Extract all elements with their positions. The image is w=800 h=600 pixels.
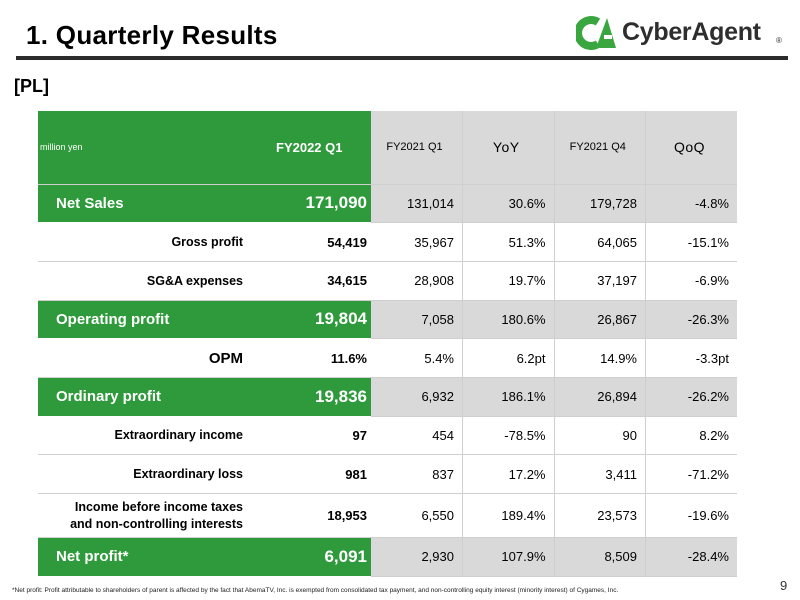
row-ordinary-profit: Ordinary profit 19,836 6,932 186.1% 26,8… xyxy=(38,377,737,417)
row-label: OPM xyxy=(38,338,247,378)
cell-current: 18,953 xyxy=(247,493,371,538)
row-net-profit: Net profit* 6,091 2,930 107.9% 8,509 -28… xyxy=(38,537,737,577)
cell-value: 28,908 xyxy=(371,261,463,301)
cell-value: 64,065 xyxy=(553,222,646,262)
cell-value: 3,411 xyxy=(553,454,646,494)
cell-value: -28.4% xyxy=(645,537,737,577)
ca-logo-icon xyxy=(576,16,616,50)
cell-value: 2,930 xyxy=(371,537,463,577)
cell-value: 189.4% xyxy=(462,493,554,538)
cyberagent-logo: CyberAgent ® xyxy=(576,14,788,52)
cell-value: 6,932 xyxy=(371,377,463,417)
title-divider xyxy=(16,56,788,60)
row-label: Net profit* xyxy=(38,537,247,577)
cell-value: 107.9% xyxy=(462,537,554,577)
cell-value: -4.8% xyxy=(645,184,737,224)
col-fy2021-q4: FY2021 Q4 xyxy=(553,111,646,185)
cell-current: 19,804 xyxy=(247,300,371,340)
table-header-row: million yen FY2022 Q1 FY2021 Q1 YoY FY20… xyxy=(38,111,737,185)
cell-current: 6,091 xyxy=(247,537,371,577)
row-income-before-taxes: Income before income taxes and non-contr… xyxy=(38,493,737,538)
page-title: 1. Quarterly Results xyxy=(26,20,278,50)
cell-value: -3.3pt xyxy=(645,338,737,378)
cell-current: 54,419 xyxy=(247,222,371,262)
col-yoy: YoY xyxy=(462,111,554,185)
registered-mark: ® xyxy=(776,36,782,45)
cell-value: 23,573 xyxy=(553,493,646,538)
cell-value: -26.2% xyxy=(645,377,737,417)
row-label: Extraordinary income xyxy=(38,416,247,456)
pl-table: million yen FY2022 Q1 FY2021 Q1 YoY FY20… xyxy=(38,111,737,577)
cell-value: 179,728 xyxy=(553,184,646,224)
cell-current: 19,836 xyxy=(247,377,371,417)
cell-value: 180.6% xyxy=(462,300,554,340)
cell-current: 97 xyxy=(247,416,371,456)
cell-value: 186.1% xyxy=(462,377,554,417)
col-qoq: QoQ xyxy=(645,111,737,185)
cell-current: 171,090 xyxy=(247,184,371,224)
brand-name: CyberAgent xyxy=(622,18,761,46)
col-fy2021-q1: FY2021 Q1 xyxy=(371,111,463,185)
col-fy2022-q1: FY2022 Q1 xyxy=(247,111,371,185)
cell-value: 19.7% xyxy=(462,261,554,301)
cell-current: 981 xyxy=(247,454,371,494)
cell-value: 8.2% xyxy=(645,416,737,456)
cell-value: -78.5% xyxy=(462,416,554,456)
row-label-line1: Income before income taxes xyxy=(74,499,243,514)
row-label: Net Sales xyxy=(38,184,247,224)
row-extraordinary-income: Extraordinary income 97 454 -78.5% 90 8.… xyxy=(38,416,737,456)
cell-value: 26,867 xyxy=(553,300,646,340)
cell-value: 37,197 xyxy=(553,261,646,301)
cell-value: 51.3% xyxy=(462,222,554,262)
footnote: *Net profit: Profit attributable to shar… xyxy=(12,587,619,594)
cell-value: 6,550 xyxy=(371,493,463,538)
cell-value: -15.1% xyxy=(645,222,737,262)
cell-value: 8,509 xyxy=(553,537,646,577)
section-label: [PL] xyxy=(14,76,49,96)
cell-current: 11.6% xyxy=(247,338,371,378)
row-label: Ordinary profit xyxy=(38,377,247,417)
row-label: Operating profit xyxy=(38,300,247,340)
page-number: 9 xyxy=(780,578,788,593)
cell-value: 35,967 xyxy=(371,222,463,262)
cell-value: 837 xyxy=(371,454,463,494)
row-operating-profit: Operating profit 19,804 7,058 180.6% 26,… xyxy=(38,300,737,340)
row-label: Gross profit xyxy=(38,222,247,262)
cell-value: 131,014 xyxy=(371,184,463,224)
cell-value: -71.2% xyxy=(645,454,737,494)
cell-value: 5.4% xyxy=(371,338,463,378)
cell-current: 34,615 xyxy=(247,261,371,301)
row-gross-profit: Gross profit 54,419 35,967 51.3% 64,065 … xyxy=(38,222,737,262)
row-sga-expenses: SG&A expenses 34,615 28,908 19.7% 37,197… xyxy=(38,261,737,301)
cell-value: 30.6% xyxy=(462,184,554,224)
cell-value: 26,894 xyxy=(553,377,646,417)
row-opm: OPM 11.6% 5.4% 6.2pt 14.9% -3.3pt xyxy=(38,338,737,378)
cell-value: 6.2pt xyxy=(462,338,554,378)
cell-value: 454 xyxy=(371,416,463,456)
row-label: SG&A expenses xyxy=(38,261,247,301)
cell-value: -6.9% xyxy=(645,261,737,301)
cell-value: 90 xyxy=(553,416,646,456)
row-label-line2: and non-controlling interests xyxy=(70,516,243,531)
row-net-sales: Net Sales 171,090 131,014 30.6% 179,728 … xyxy=(38,184,737,224)
unit-label: million yen xyxy=(38,111,248,185)
cell-value: 14.9% xyxy=(553,338,646,378)
row-label: Extraordinary loss xyxy=(38,454,247,494)
row-extraordinary-loss: Extraordinary loss 981 837 17.2% 3,411 -… xyxy=(38,454,737,494)
cell-value: 17.2% xyxy=(462,454,554,494)
cell-value: -26.3% xyxy=(645,300,737,340)
cell-value: -19.6% xyxy=(645,493,737,538)
row-label: Income before income taxes and non-contr… xyxy=(38,493,247,538)
cell-value: 7,058 xyxy=(371,300,463,340)
